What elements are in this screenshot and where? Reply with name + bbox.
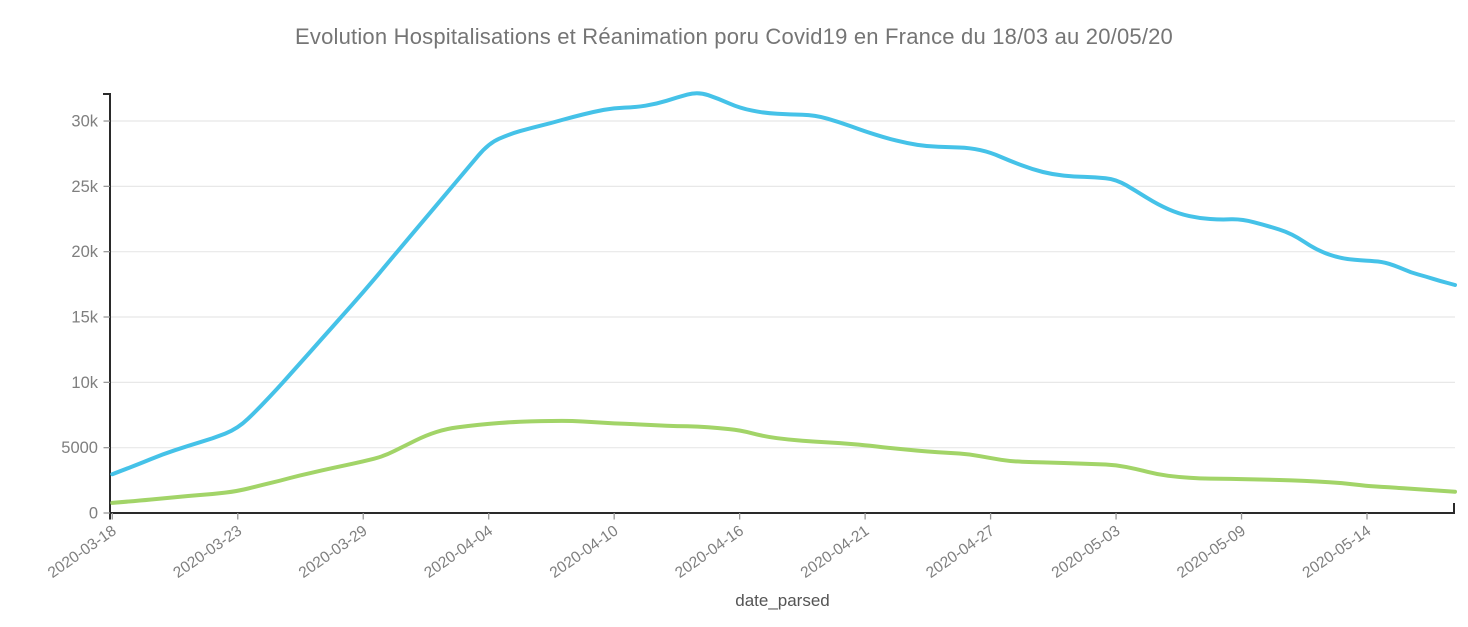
x-tick-label: 2020-05-03 — [1049, 522, 1124, 581]
x-axis-title: date_parsed — [735, 591, 830, 610]
x-tick-label: 2020-04-10 — [547, 522, 622, 582]
x-tick-label: 2020-04-27 — [923, 522, 998, 581]
hospitalisations-line — [110, 91, 1457, 477]
y-tick-label: 5000 — [61, 439, 98, 457]
y-tick-label: 30k — [71, 113, 98, 131]
x-tick-label: 2020-03-23 — [170, 522, 245, 581]
y-tick-label: 10k — [71, 374, 98, 392]
x-tick-label: 2020-03-18 — [45, 522, 120, 581]
x-tick-label: 2020-04-21 — [798, 522, 873, 581]
x-tick-label: 2020-04-16 — [672, 522, 747, 581]
y-tick-label: 0 — [89, 505, 98, 523]
x-tick-label: 2020-05-09 — [1174, 522, 1249, 581]
chart-title: Evolution Hospitalisations et Réanimatio… — [295, 24, 1173, 49]
x-tick-label: 2020-04-04 — [421, 522, 496, 582]
y-tick-label: 20k — [71, 243, 98, 261]
y-tick-label: 15k — [71, 309, 98, 327]
reanimation-line — [110, 418, 1457, 505]
y-tick-label: 25k — [71, 178, 98, 196]
x-tick-label: 2020-05-14 — [1300, 522, 1375, 582]
x-tick-label: 2020-03-29 — [296, 522, 371, 581]
